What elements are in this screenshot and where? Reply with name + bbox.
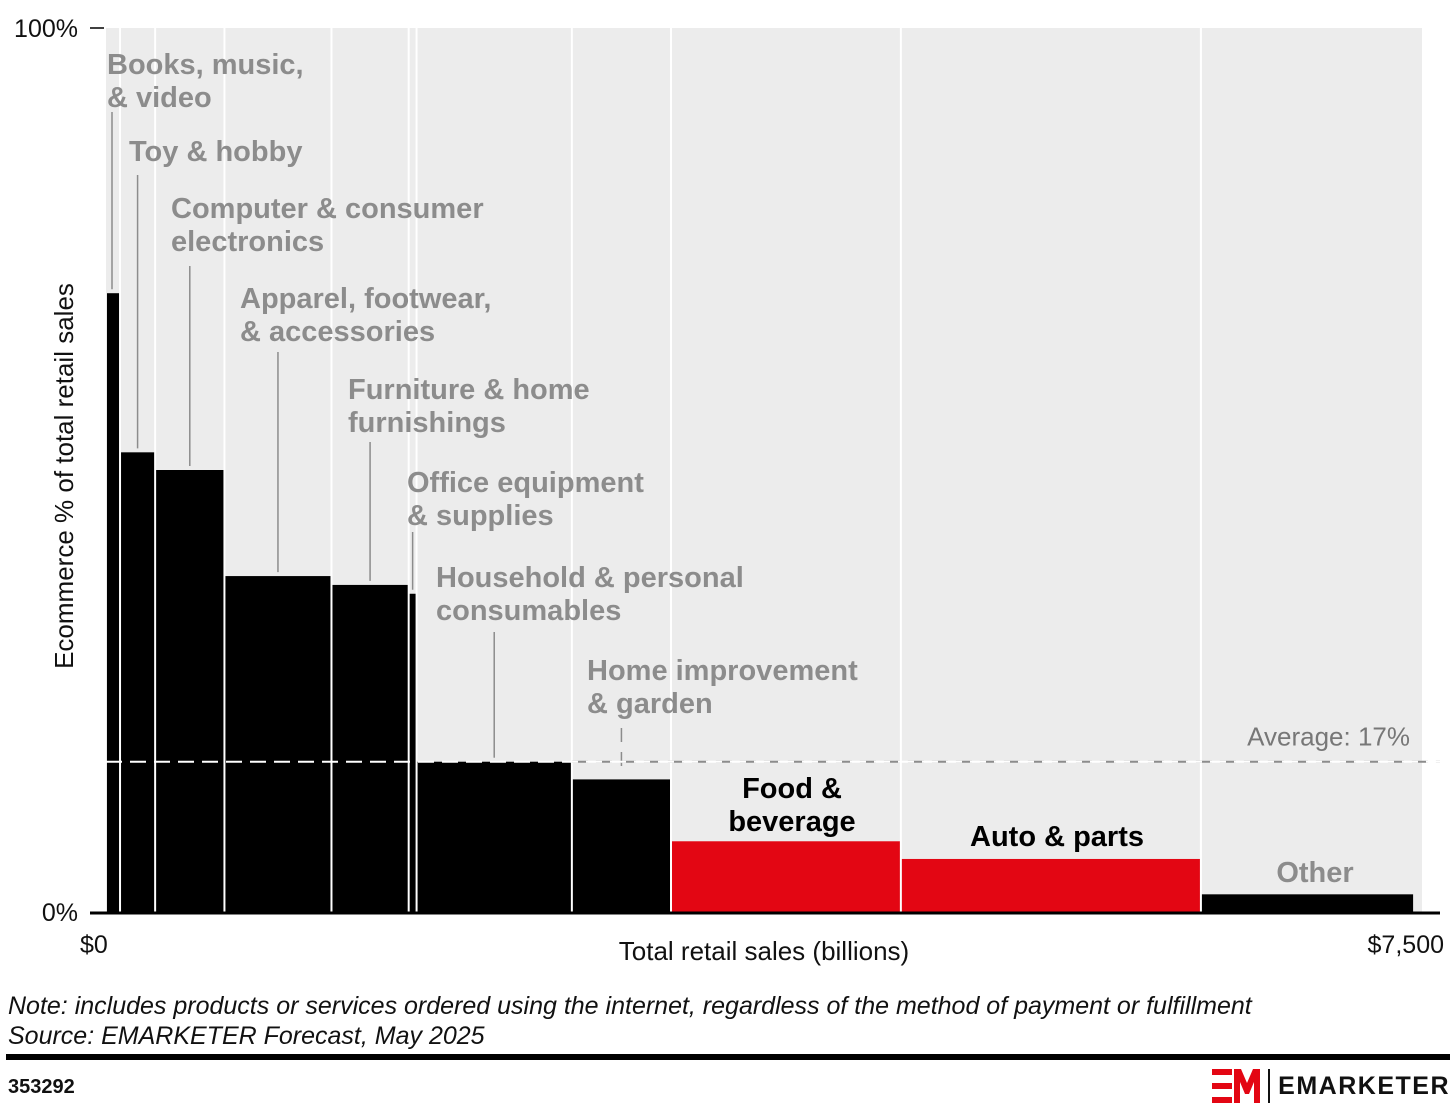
logo-text: EMARKETER [1278,1071,1450,1100]
average-label: Average: 17% [1247,722,1410,752]
y-tick-label-100: 100% [14,15,78,43]
bar-computer-and-consumer-electronics [156,470,224,912]
bar-apparel-footwear-and-accessories [225,576,331,912]
footer-source: Source: EMARKETER Forecast, May 2025 [8,1022,485,1050]
bar-books-music-and-video [107,293,120,912]
bar-label-office-equipment-and-supplies: Office equipment & supplies [407,467,644,532]
bar-toy-and-hobby [121,452,155,912]
bars [107,293,1414,912]
gridlines [119,28,1202,912]
bar-auto-and-parts [901,858,1200,912]
bar-other [1201,894,1414,912]
footer-rule [6,1054,1450,1060]
bar-label-food-and-beverage: Food & beverage [728,773,855,838]
emarketer-logo: EMARKETER [1212,1066,1450,1106]
bar-label-computer-and-consumer-electronics: Computer & consumer electronics [171,193,484,258]
bar-label-home-improvement-and-garden: Home improvement & garden [587,655,858,720]
chart-id: 353292 [8,1076,75,1098]
bar-labels: Books, music, & video Toy & hobby Computer … [107,49,1354,889]
bar-label-other: Other [1276,857,1353,889]
em-logo-icon [1212,1069,1261,1103]
bar-furniture-and-home-furnishings [332,584,408,912]
bar-label-apparel-footwear-and-accessories: Apparel, footwear, & accessories [240,283,491,348]
bar-label-furniture-and-home-furnishings: Furniture & home furnishings [348,374,590,439]
y-tick-label-0: 0% [42,899,78,927]
chart: Average: 17% Books, music, & video Toy & h… [14,15,1444,966]
footer-note: Note: includes products or services orde… [8,992,1252,1020]
logo-separator [1268,1069,1271,1103]
x-tick-label-7500: $7,500 [1368,931,1444,959]
x-tick-label-0: $0 [80,931,108,959]
bar-food-and-beverage [672,841,900,912]
y-axis-title: Ecommerce % of total retail sales [49,283,79,669]
bar-label-books-music-and-video: Books, music, & video [107,49,304,114]
bar-label-household-and-personal-consumables: Household & personal consumables [436,562,744,627]
x-axis-title: Total retail sales (billions) [619,936,909,966]
bar-office-equipment-and-supplies [409,593,416,912]
bar-home-improvement-and-garden [572,779,671,912]
bar-household-and-personal-consumables [417,761,571,912]
bar-label-toy-and-hobby: Toy & hobby [129,136,302,168]
bar-label-auto-and-parts: Auto & parts [970,821,1144,853]
